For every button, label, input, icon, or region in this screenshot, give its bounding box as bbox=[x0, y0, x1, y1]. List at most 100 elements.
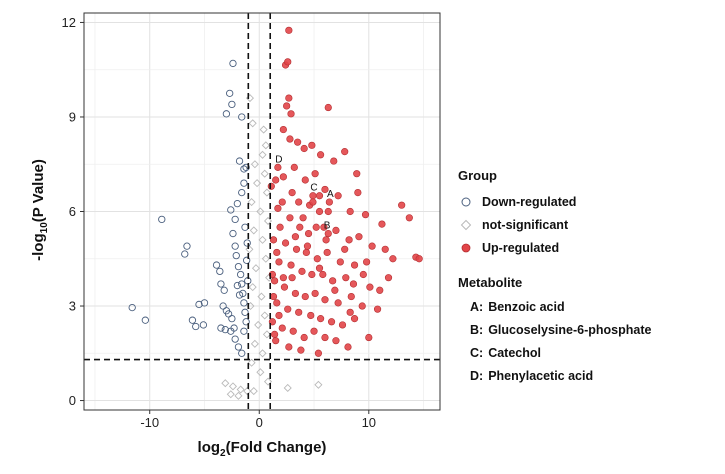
up-regulated-point bbox=[354, 188, 362, 197]
legend-group-title: Group bbox=[458, 168, 497, 183]
down-regulated-point bbox=[232, 251, 240, 260]
legend-label: Down-regulated bbox=[482, 194, 577, 209]
up-regulated-point bbox=[405, 214, 413, 222]
down-regulated-point bbox=[216, 267, 224, 276]
x-tick-label: 0 bbox=[256, 415, 263, 430]
up-regulated-point bbox=[320, 223, 328, 231]
down-regulated-point bbox=[241, 308, 249, 316]
up-regulated-point bbox=[321, 296, 329, 304]
down-regulated-point bbox=[238, 349, 246, 357]
up-regulated-point bbox=[312, 223, 320, 231]
up-regulated-point bbox=[319, 270, 327, 279]
legend-item-up-regulated: Up-regulated bbox=[458, 236, 718, 259]
down-regulated-point bbox=[238, 188, 246, 197]
down-regulated-point bbox=[243, 239, 251, 247]
y-axis-title: -log10(P Value) bbox=[30, 159, 50, 261]
down-regulated-point bbox=[239, 289, 247, 298]
not-significant-point bbox=[248, 119, 257, 128]
up-regulated-point bbox=[309, 198, 317, 206]
not-significant-point bbox=[262, 188, 271, 197]
up-regulated-point bbox=[291, 289, 300, 298]
legend-label: not-significant bbox=[482, 217, 569, 232]
down-regulated-point bbox=[226, 89, 234, 97]
up-regulated-point bbox=[287, 110, 295, 118]
up-regulated-point bbox=[308, 141, 316, 149]
up-regulated-point bbox=[345, 236, 353, 244]
not-significant-point bbox=[256, 368, 265, 377]
axis-ticks: -10 0 10 0 3 6 9 12 bbox=[62, 15, 377, 430]
up-regulated-point bbox=[278, 198, 286, 206]
up-regulated-point bbox=[329, 277, 337, 285]
down-regulated-point bbox=[233, 281, 242, 290]
not-significant-point bbox=[261, 141, 270, 150]
not-significant-point bbox=[283, 383, 292, 392]
up-regulated-point bbox=[272, 176, 280, 184]
down-regulated-point bbox=[229, 59, 237, 68]
up-regulated-point bbox=[275, 258, 283, 266]
down-regulated-point bbox=[230, 324, 238, 332]
y-tick-label: 12 bbox=[62, 15, 76, 30]
y-tick-label: 0 bbox=[69, 393, 76, 408]
up-regulated-point bbox=[359, 270, 367, 279]
up-regulated-point bbox=[398, 201, 406, 209]
down-regulated-point bbox=[188, 316, 197, 324]
up-regulated-point bbox=[313, 255, 321, 263]
down-regulated-point bbox=[220, 286, 228, 294]
up-regulated-point bbox=[350, 315, 359, 323]
down-regulated-point bbox=[212, 261, 221, 269]
down-regulated-point bbox=[234, 262, 243, 271]
down-regulated-point bbox=[240, 179, 248, 187]
up-regulated-point bbox=[376, 286, 384, 294]
not-significant-point bbox=[260, 169, 269, 178]
up-regulated-point bbox=[310, 327, 318, 335]
down-regulated-point bbox=[235, 157, 244, 165]
not-significant-point bbox=[249, 226, 258, 235]
down-regulated-point bbox=[238, 280, 246, 288]
up-regulated-point bbox=[301, 292, 309, 301]
metabolite-name: Catechol bbox=[488, 345, 541, 360]
up-regulated-point bbox=[292, 245, 301, 253]
up-regulated-point bbox=[358, 302, 366, 310]
up-regulated-point bbox=[332, 226, 340, 235]
not-significant-point bbox=[257, 292, 266, 301]
up-regulated-point bbox=[361, 211, 370, 219]
up-regulated-point bbox=[378, 220, 386, 228]
up-regulated-point bbox=[287, 261, 295, 269]
x-tick-label: -10 bbox=[140, 415, 159, 430]
down-regulated-point bbox=[235, 291, 244, 299]
up-regulated-point bbox=[331, 286, 339, 294]
up-regulated-point bbox=[321, 185, 329, 194]
up-regulated-point bbox=[344, 343, 352, 351]
up-regulated-point bbox=[317, 151, 325, 159]
down-regulated-point bbox=[238, 113, 246, 121]
up-regulated-point bbox=[297, 346, 305, 354]
up-regulated-point bbox=[324, 207, 332, 216]
up-regulated-point bbox=[300, 333, 308, 342]
up-regulated-point bbox=[270, 277, 279, 285]
up-regulated-point bbox=[311, 289, 319, 298]
up-regulated-point bbox=[296, 223, 304, 231]
up-regulated-point bbox=[315, 192, 324, 200]
point-annotation-label: B bbox=[324, 221, 331, 232]
up-regulated-point bbox=[336, 258, 344, 266]
down-regulated-point bbox=[141, 316, 149, 324]
down-regulated-point bbox=[229, 229, 237, 238]
not-significant-point bbox=[260, 311, 269, 320]
down-regulated-point bbox=[195, 300, 203, 309]
up-regulated-point bbox=[278, 324, 286, 332]
up-regulated-point bbox=[341, 245, 349, 253]
open-diamond-marker-icon bbox=[458, 218, 482, 232]
not-significant-point bbox=[248, 283, 257, 292]
up-regulated-point bbox=[289, 327, 297, 335]
down-regulated-point bbox=[128, 303, 136, 312]
down-regulated-point bbox=[192, 322, 200, 331]
metabolite-item-c: C: Catechol bbox=[458, 341, 718, 364]
down-regulated-point bbox=[183, 242, 191, 250]
not-significant-point bbox=[256, 207, 265, 216]
up-regulated-point bbox=[284, 58, 292, 66]
up-regulated-point bbox=[279, 274, 287, 282]
up-regulated-point bbox=[281, 239, 290, 247]
not-significant-point bbox=[314, 380, 323, 389]
up-regulated-point bbox=[304, 229, 313, 238]
point-annotation-label: D bbox=[275, 154, 282, 165]
